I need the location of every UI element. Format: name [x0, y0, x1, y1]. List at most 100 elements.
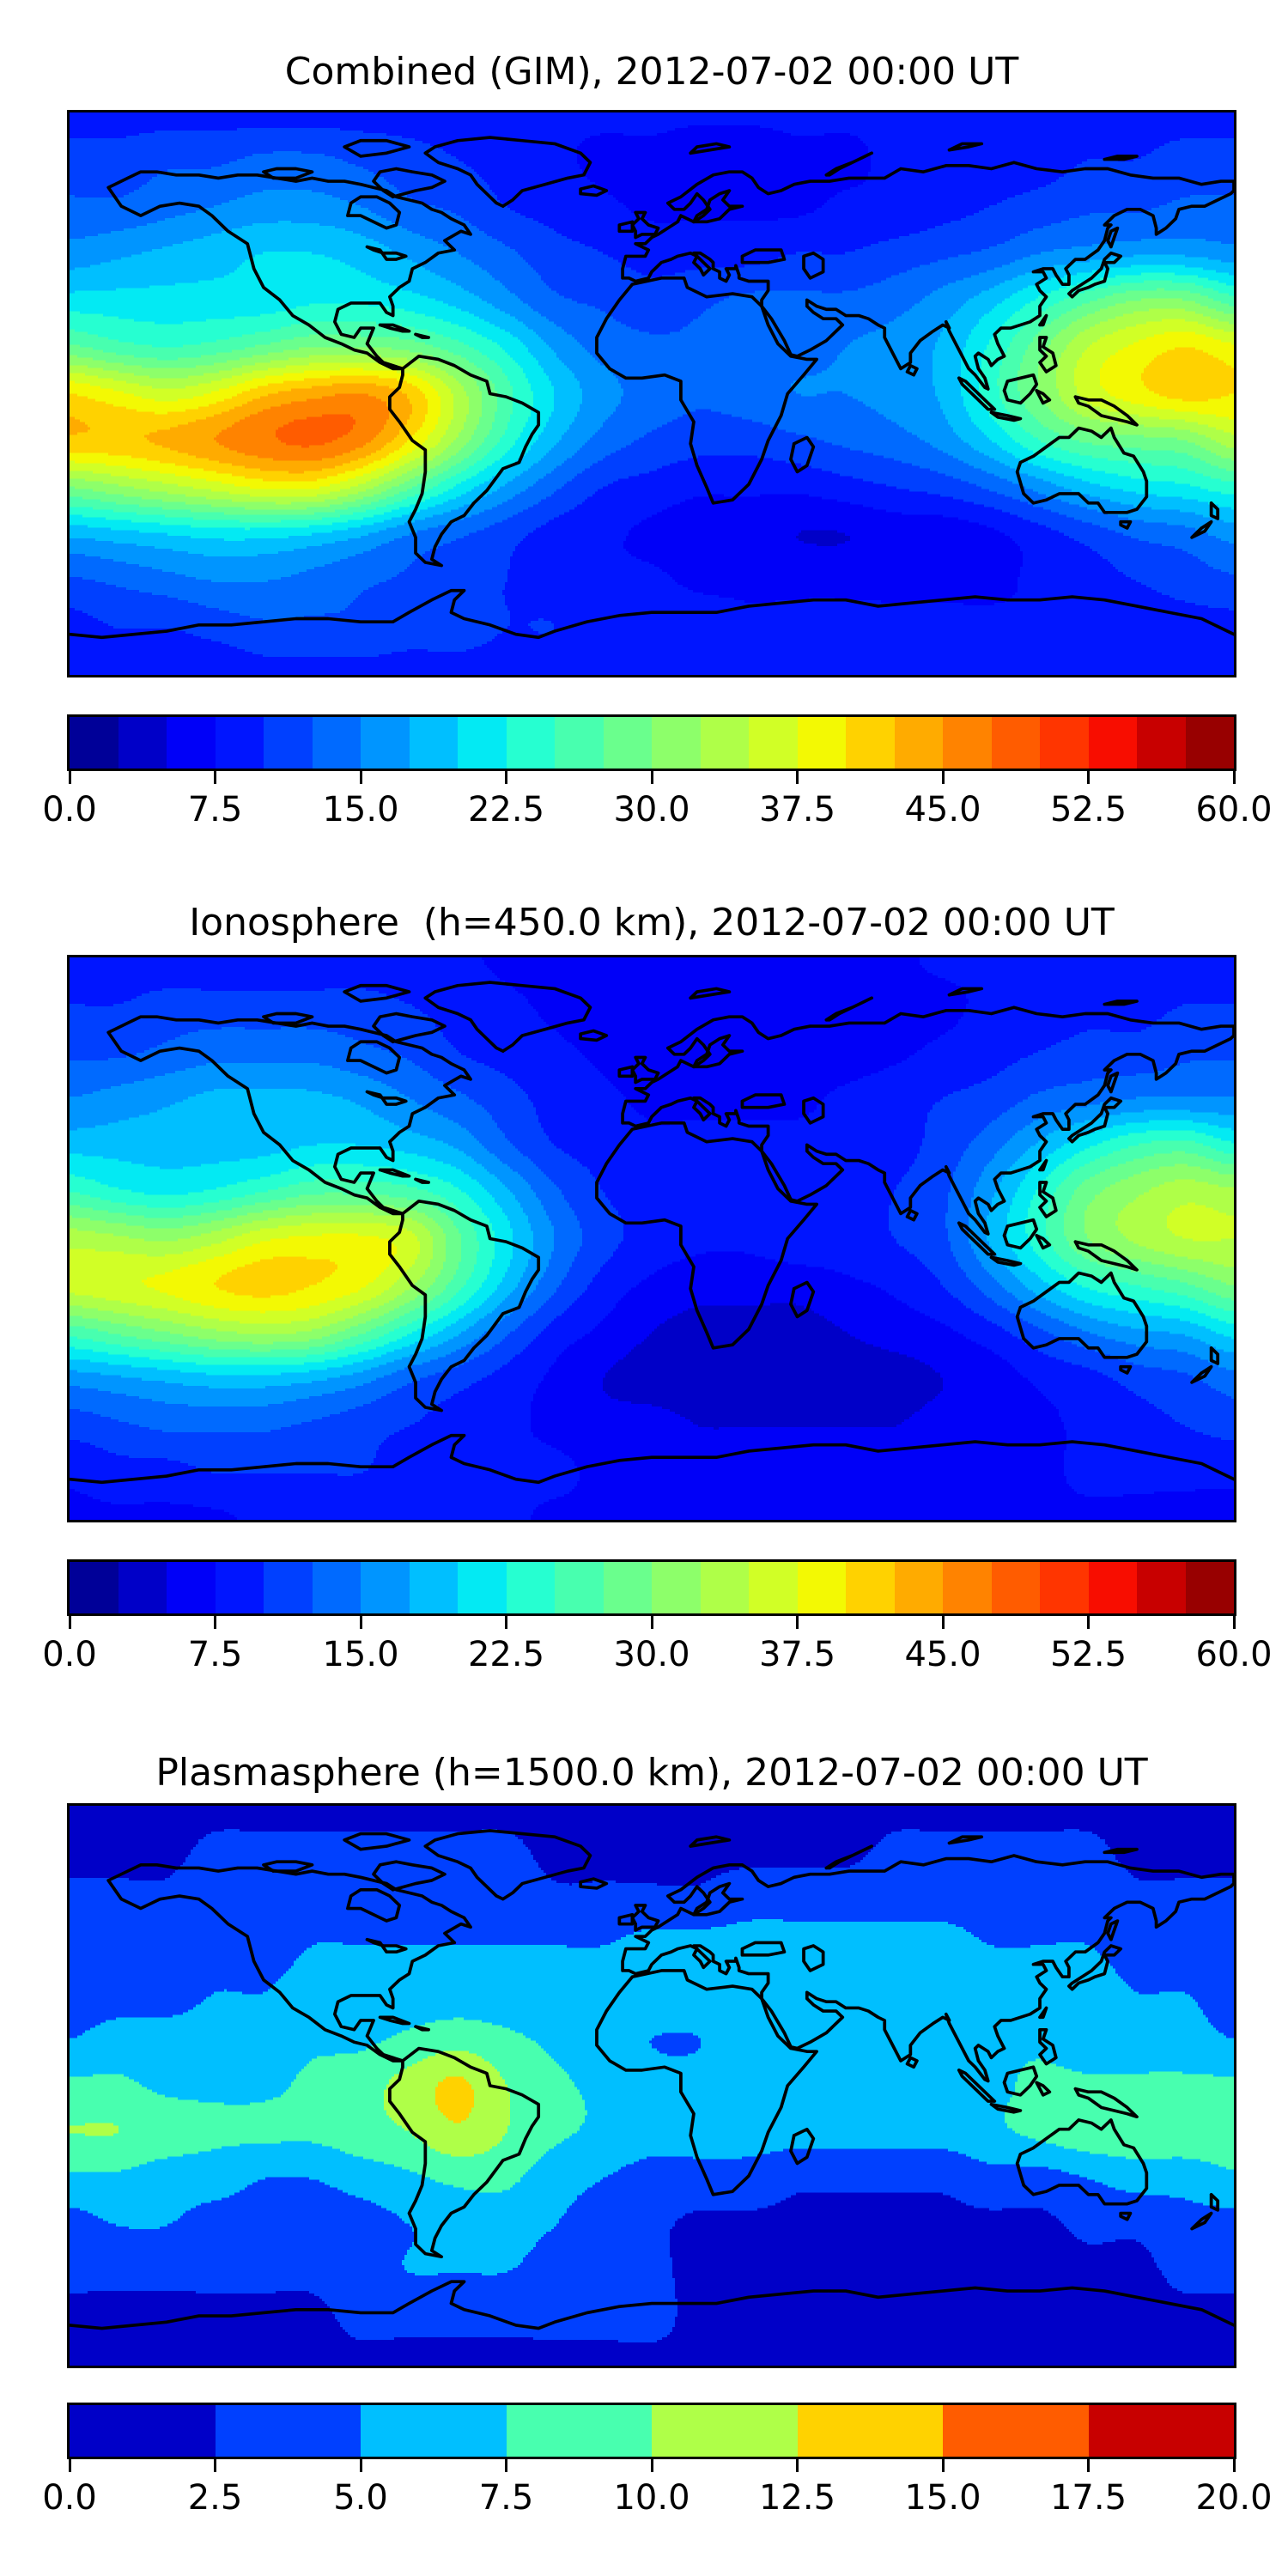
coastline-path-eurasia: [621, 1005, 1234, 1236]
colorbar-tick: [650, 2459, 653, 2472]
coastline-path-hudson-bay: [346, 1887, 402, 1923]
colorbar-tick: [1232, 771, 1236, 784]
coastline-path-taiwan: [1038, 313, 1048, 327]
colorbar-segment: [1185, 717, 1234, 769]
coastline-path-baffin-island: [372, 167, 447, 199]
coastline-path-north-america: [106, 170, 472, 371]
colorbar-segment: [991, 717, 1040, 769]
colorbar-ticks-combined: [67, 771, 1236, 785]
coastline-path-caspian-sea: [802, 1096, 825, 1125]
colorbar-tick: [1087, 1616, 1090, 1629]
colorbar-segment: [264, 717, 313, 769]
colorbar-tick-label: 15.0: [904, 2478, 981, 2518]
coastline-path-black-sea: [740, 248, 787, 264]
colorbar-tick: [941, 1616, 945, 1629]
colorbar-segment: [361, 717, 410, 769]
coastline-path-sri-lanka: [905, 363, 919, 377]
coastline-path-sumatra: [957, 2069, 997, 2103]
colorbar-segment: [118, 1562, 167, 1613]
coastline-path-sakhalin: [1106, 1071, 1120, 1094]
colorbar-labels-ionosphere: 0.0 7.5 15.0 22.5 30.0 37.5 45.0 52.5 60.0: [0, 1637, 1288, 1679]
coastline-path-java: [989, 1255, 1023, 1267]
colorbar-tick: [68, 771, 71, 784]
colorbar-segment: [1137, 1562, 1186, 1613]
coastline-path-svalbard: [689, 987, 732, 1000]
colorbar-tick-label: 15.0: [322, 790, 399, 829]
colorbar-tick-label: 0.0: [42, 790, 97, 829]
colorbar-tick-label: 60.0: [1195, 790, 1273, 829]
colorbar-tick: [941, 2459, 945, 2472]
colorbar-segment: [894, 717, 943, 769]
coastline-path-borneo: [1002, 373, 1039, 405]
coastline-path-new-siberian-islands: [1103, 1847, 1139, 1855]
coastline-path-sakhalin: [1106, 1919, 1120, 1941]
coastline-path-new-guinea: [1073, 2087, 1139, 2119]
colorbar-tick-label: 45.0: [904, 790, 981, 829]
coastline-path-new-zealand-north: [1209, 2192, 1220, 2212]
colorbar-tick-label: 0.0: [42, 2478, 97, 2518]
colorbar-segment: [167, 717, 216, 769]
colorbar-segment: [118, 717, 167, 769]
coastline-path-tasmania: [1119, 2211, 1133, 2221]
coastline-path-severnaya-zemlya: [947, 987, 984, 997]
colorbar-tick-label: 5.0: [333, 2478, 388, 2518]
colorbar-segment: [409, 717, 458, 769]
colorbar-tick: [1087, 771, 1090, 784]
coastline-path-sumatra: [957, 376, 997, 411]
colorbar-segment: [1088, 717, 1137, 769]
coastline-path-new-guinea: [1073, 1240, 1139, 1272]
coastline-path-new-guinea: [1073, 395, 1139, 427]
colorbar-segment: [1040, 717, 1089, 769]
coastline-overlay: [70, 1829, 1234, 2330]
coastline-path-java: [989, 410, 1023, 422]
colorbar-tick: [214, 1616, 216, 1629]
coastline-path-ellesmere-island: [343, 1832, 411, 1851]
coastline-path-madagascar: [789, 435, 816, 474]
colorbar-tick-label: 17.5: [1049, 2478, 1127, 2518]
colorbar-tick-label: 45.0: [904, 1635, 981, 1674]
coastline-path-hispaniola: [414, 332, 430, 339]
coastline-path-ireland: [617, 220, 635, 234]
coastline-path-svalbard: [689, 142, 732, 155]
coastline-path-great-lakes: [365, 1090, 408, 1106]
colorbar-tick-label: 7.5: [187, 790, 243, 829]
colorbar-tick-label: 37.5: [758, 790, 836, 829]
coastline-path-novaya-zemlya: [824, 996, 874, 1022]
coastline-path-sulawesi: [1035, 2081, 1052, 2097]
coastline-path-japan: [1067, 1944, 1123, 1991]
coastline-overlay: [70, 136, 1234, 640]
colorbar-segment: [167, 1562, 216, 1613]
colorbar-segment: [749, 1562, 798, 1613]
colorbar-segment: [506, 2405, 652, 2457]
colorbar-segment: [1088, 1562, 1137, 1613]
colorbar-tick: [214, 2459, 216, 2472]
colorbar-segment: [458, 717, 507, 769]
colorbar-segment: [603, 1562, 652, 1613]
colorbar-segment: [943, 2405, 1089, 2457]
colorbar-segment: [652, 717, 701, 769]
coastline-path-great-lakes: [365, 245, 408, 261]
coastline-path-borneo: [1002, 2065, 1039, 2097]
coastline-path-sri-lanka: [905, 1208, 919, 1222]
colorbar-segment: [506, 717, 555, 769]
coastline-overlay: [70, 981, 1234, 1485]
colorbar-labels-combined: 0.0 7.5 15.0 22.5 30.0 37.5 45.0 52.5 60.0: [0, 793, 1288, 834]
coastline-path-africa: [595, 1121, 818, 1350]
colorbar-segment: [70, 2405, 216, 2457]
coastline-path-japan: [1067, 251, 1123, 299]
colorbar-tick-label: 10.0: [613, 2478, 690, 2518]
coastline-path-south-america: [388, 2046, 541, 2259]
colorbar-tick-label: 7.5: [478, 2478, 534, 2518]
coastline-path-greenland: [423, 136, 592, 208]
coastline-path-africa: [595, 1969, 818, 2196]
colorbar-tick: [505, 2459, 507, 2472]
colorbar-segment: [846, 1562, 895, 1613]
coastline-path-baffin-island: [372, 1012, 447, 1044]
coastline-path-java: [989, 2102, 1023, 2114]
coastline-path-hispaniola: [414, 1177, 430, 1184]
coastline-path-iceland: [579, 184, 609, 197]
coastline-path-new-zealand-south: [1190, 519, 1213, 539]
colorbar-tick: [505, 771, 507, 784]
colorbar-segment: [1137, 717, 1186, 769]
coastline-path-sri-lanka: [905, 2056, 919, 2069]
